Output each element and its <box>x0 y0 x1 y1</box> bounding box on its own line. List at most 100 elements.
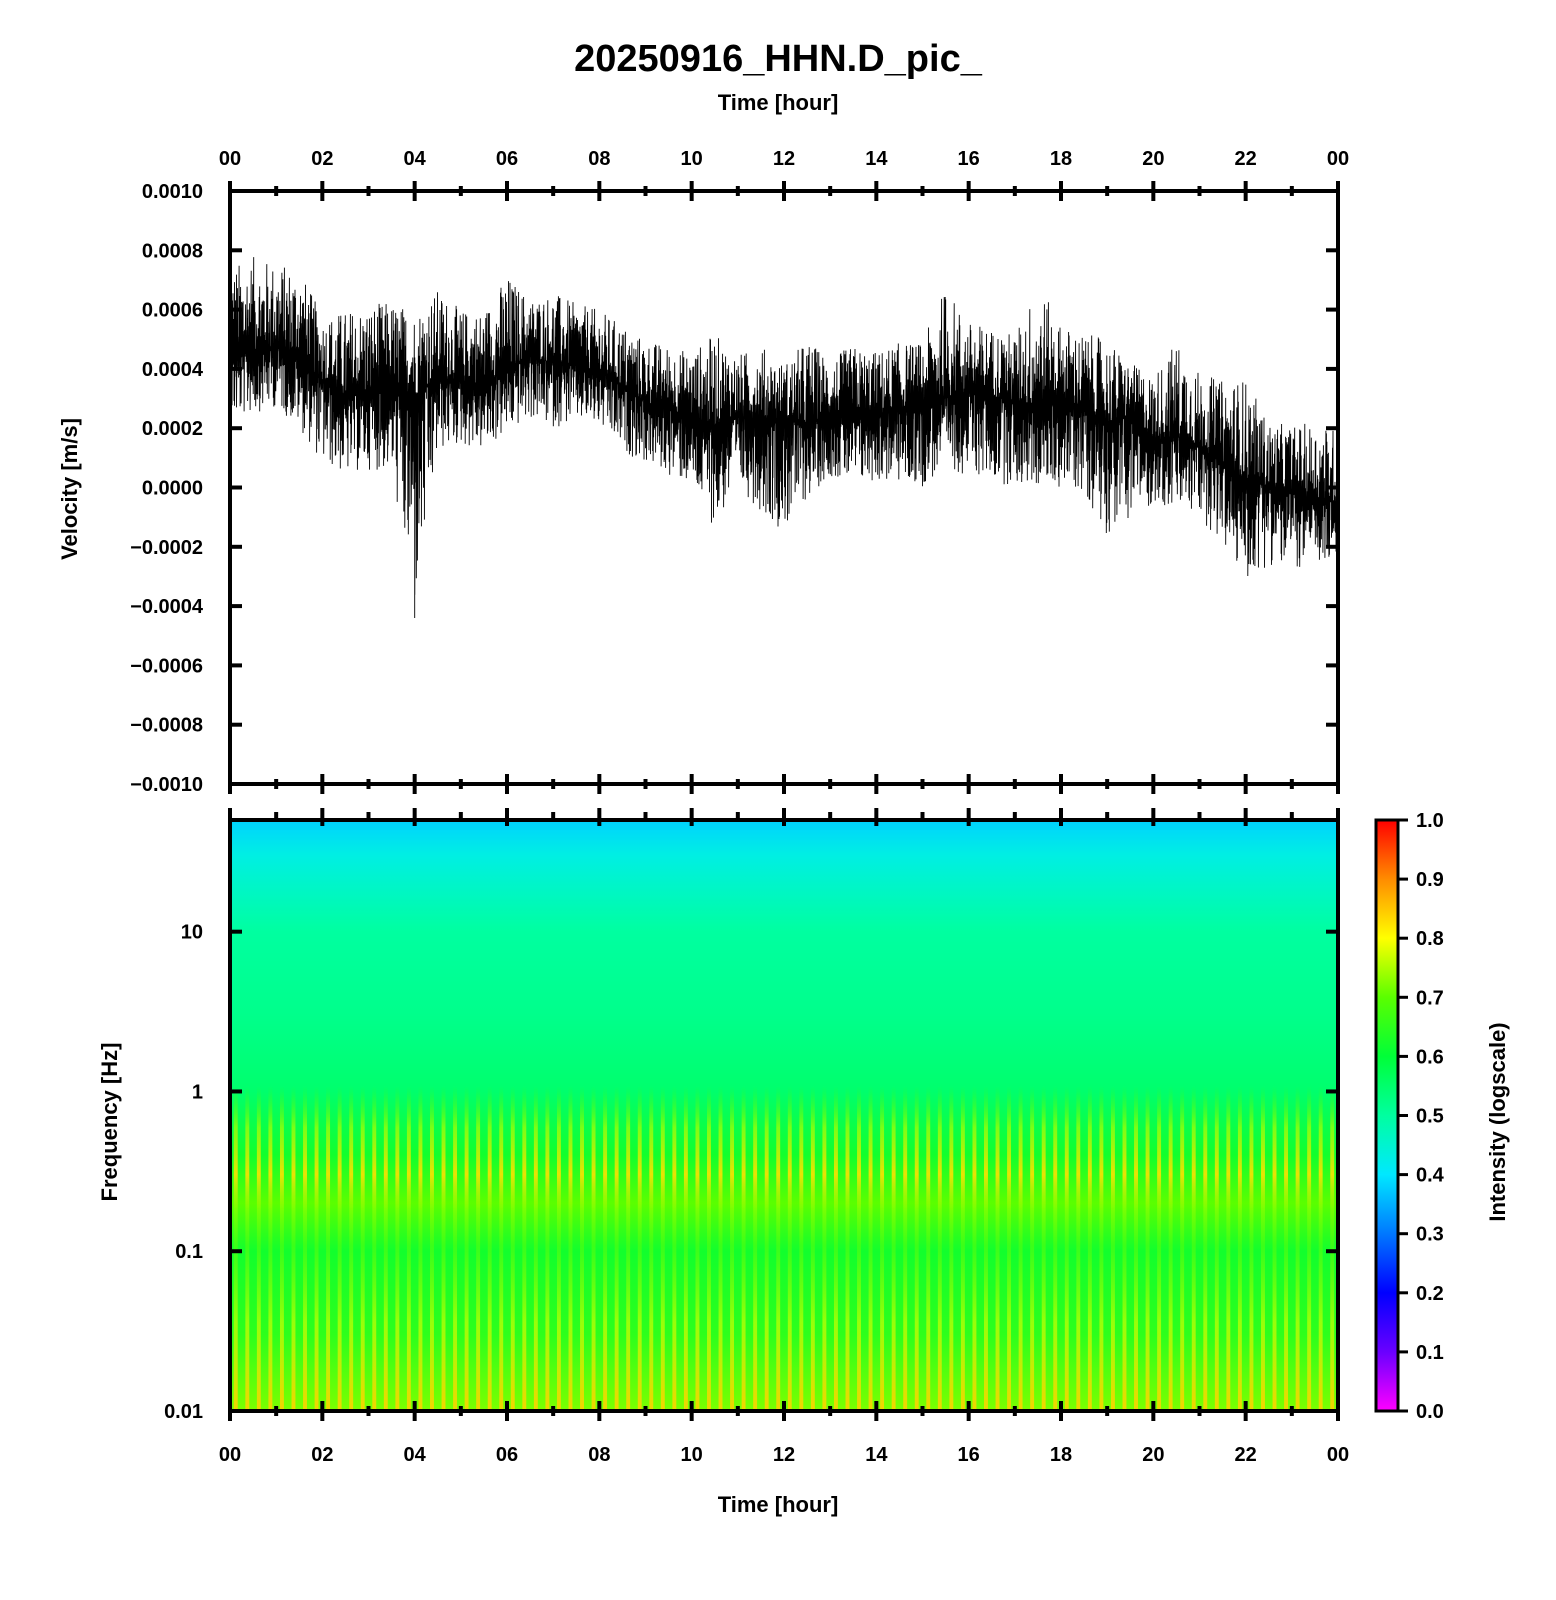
spectrogram-column <box>753 820 758 1411</box>
spectrogram-column <box>1295 820 1300 1411</box>
spectrogram-column <box>903 820 908 1411</box>
spectrogram-column <box>1041 820 1046 1411</box>
spectrogram-column <box>1214 820 1219 1411</box>
y-tick-label-velocity: −0.0004 <box>130 596 204 618</box>
x-tick-label-bottom: 00 <box>1327 1444 1349 1466</box>
spectrogram-column <box>637 820 642 1411</box>
spectrogram-column <box>1318 820 1323 1411</box>
spectrogram-column <box>499 820 504 1411</box>
x-tick-label-top: 08 <box>588 148 610 170</box>
spectrogram-column <box>1134 820 1138 1411</box>
spectrogram-column <box>718 820 723 1411</box>
colorbar-tick-label: 0.0 <box>1416 1401 1444 1423</box>
spectrogram-column <box>880 820 885 1411</box>
spectrogram-column <box>660 820 665 1411</box>
y-tick-label-velocity: −0.0006 <box>130 655 203 677</box>
x-tick-label-bottom: 00 <box>219 1444 241 1466</box>
x-tick-label-top: 20 <box>1142 148 1164 170</box>
spectrogram-column <box>891 820 896 1411</box>
spectrogram-column <box>464 820 469 1411</box>
spectrogram-column <box>1191 820 1196 1411</box>
x-tick-label-bottom: 02 <box>311 1444 333 1466</box>
colorbar-tick-label: 1.0 <box>1416 810 1444 832</box>
spectrogram-column <box>1076 820 1081 1411</box>
spectrogram-column <box>1018 820 1023 1411</box>
spectrogram-column <box>556 820 561 1411</box>
y-tick-label-velocity: −0.0008 <box>130 715 203 737</box>
spectrogram-column <box>441 820 446 1411</box>
spectrogram-column <box>233 820 238 1411</box>
spectrogram-column <box>453 820 458 1411</box>
x-tick-label-bottom: 20 <box>1142 1444 1164 1466</box>
spectrogram-column <box>949 820 954 1411</box>
x-tick-label-top: 22 <box>1235 148 1257 170</box>
y-tick-label-frequency: 0.01 <box>164 1401 203 1423</box>
spectrogram-column <box>1145 820 1150 1411</box>
spectrogram-column <box>510 820 515 1411</box>
y-tick-label-velocity: 0.0010 <box>142 181 203 203</box>
y-tick-label-velocity: −0.0002 <box>130 537 203 559</box>
x-tick-label-top: 02 <box>311 148 333 170</box>
y-tick-label-velocity: −0.0010 <box>130 774 203 796</box>
spectrogram-column <box>349 820 354 1411</box>
spectrogram-column <box>764 820 769 1411</box>
spectrogram-column <box>1122 820 1127 1411</box>
spectrogram-base <box>230 820 1338 1411</box>
spectrogram-column <box>268 820 273 1411</box>
spectrogram-column <box>1157 820 1162 1411</box>
spectrogram-column <box>1307 820 1312 1411</box>
spectrogram-column <box>279 820 284 1411</box>
spectrogram-column <box>1180 820 1185 1411</box>
spectrogram-column <box>799 820 804 1411</box>
spectrogram-column <box>395 820 400 1411</box>
x-tick-label-top: 10 <box>681 148 703 170</box>
spectrogram-column <box>995 820 1000 1411</box>
spectrogram-column <box>707 820 711 1411</box>
colorbar-tick-label: 0.6 <box>1416 1046 1444 1068</box>
spectrogram-column <box>1053 820 1058 1411</box>
x-tick-label-top: 06 <box>496 148 518 170</box>
spectrogram-column <box>1226 820 1231 1411</box>
spectrogram-column <box>1237 820 1242 1411</box>
velocity-trace <box>229 257 1339 618</box>
spectrogram-column <box>603 820 608 1411</box>
x-tick-label-bottom: 06 <box>496 1444 518 1466</box>
x-tick-label-bottom: 10 <box>681 1444 703 1466</box>
spectrogram-column <box>1330 820 1335 1411</box>
tick-labels: 00 00 02 02 04 04 06 06 08 08 10 10 12 12 14 14 16 16 18 18… <box>130 148 1349 1466</box>
x-tick-label-top: 04 <box>404 148 427 170</box>
y-tick-label-velocity: 0.0008 <box>142 240 203 262</box>
spectrogram-column <box>314 820 319 1411</box>
x-tick-label-bottom: 18 <box>1050 1444 1072 1466</box>
spectrogram-column <box>1261 820 1265 1411</box>
spectrogram-column <box>545 820 550 1411</box>
spectrogram-column <box>1087 820 1092 1411</box>
spectrogram-column <box>626 820 631 1411</box>
spectrogram-column <box>1064 820 1069 1411</box>
spectrogram-column <box>1272 820 1277 1411</box>
colorbar-tick-label: 0.7 <box>1416 987 1444 1009</box>
spectrogram-column <box>914 820 919 1411</box>
x-tick-label-top: 16 <box>958 148 980 170</box>
spectrogram-column <box>730 820 735 1411</box>
spectrogram-column <box>776 820 781 1411</box>
x-tick-label-top: 12 <box>773 148 795 170</box>
x-tick-label-top: 00 <box>1327 148 1349 170</box>
x-tick-label-bottom: 08 <box>588 1444 610 1466</box>
bottom-x-axis-label: Time [hour] <box>717 1492 839 1517</box>
spectrogram-column <box>960 820 965 1411</box>
spectrogram-column <box>360 820 365 1411</box>
spectrogram-column <box>695 820 700 1411</box>
spectrogram-column <box>1203 820 1208 1411</box>
colorbar-tick-label: 0.9 <box>1416 869 1444 891</box>
x-tick-label-top: 00 <box>219 148 241 170</box>
spectrogram-column <box>672 820 677 1411</box>
spectrogram-column <box>1284 820 1289 1411</box>
velocity-waveform <box>229 257 1339 618</box>
y-tick-label-velocity: 0.0002 <box>142 418 203 440</box>
spectrogram-column <box>937 820 942 1411</box>
spectrogram-column <box>1099 820 1104 1411</box>
y-tick-label-frequency: 0.1 <box>175 1241 203 1263</box>
x-tick-label-bottom: 14 <box>865 1444 888 1466</box>
